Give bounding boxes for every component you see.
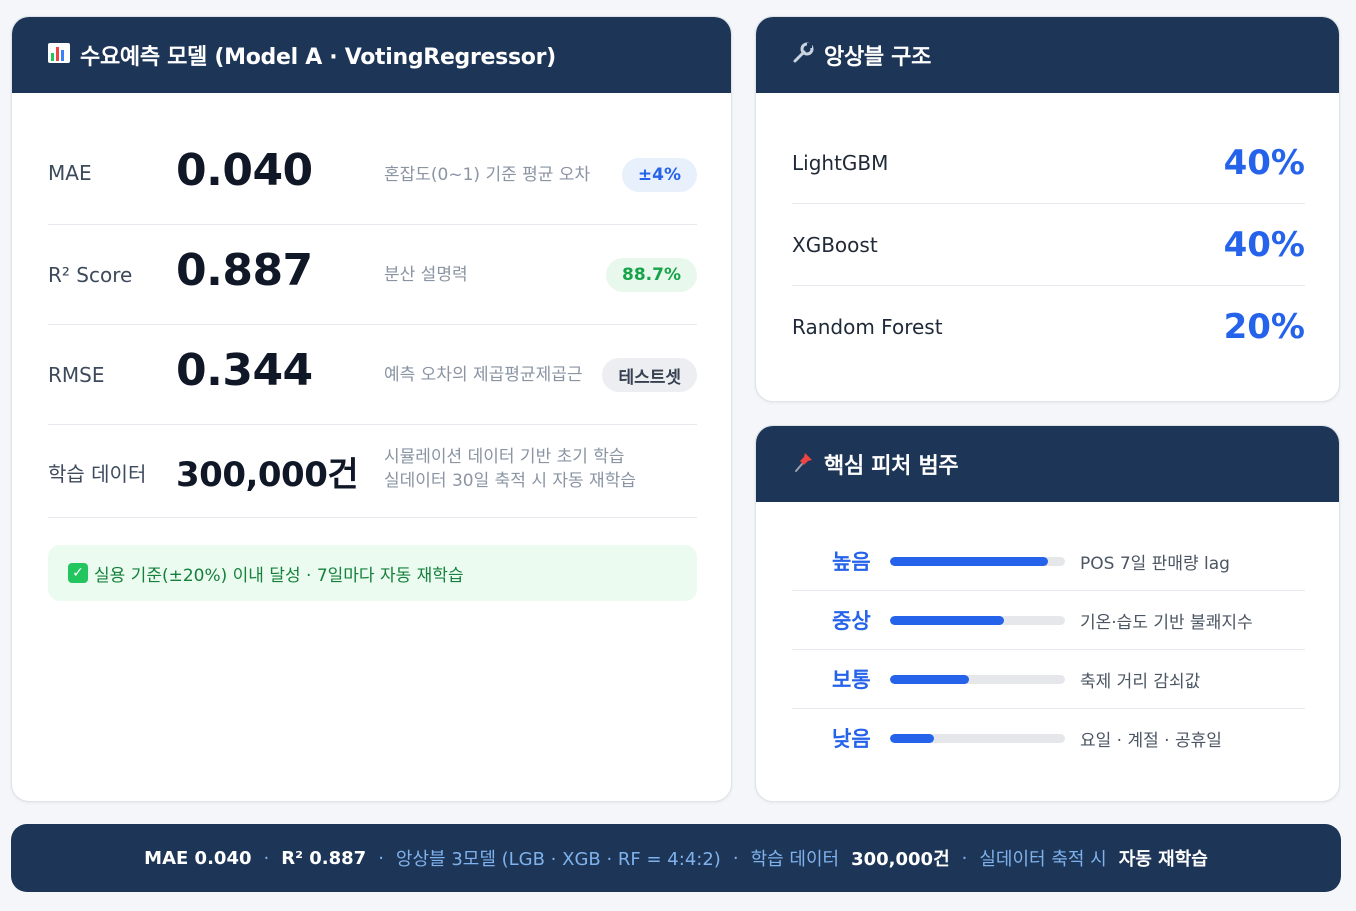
feature-desc: 축제 거리 감쇠값 — [1080, 672, 1201, 692]
pushpin-icon — [792, 451, 816, 478]
metric-desc: 예측 오차의 제곱평균제곱근 — [384, 365, 583, 385]
importance-fill — [890, 616, 1004, 625]
rmse-badge: 테스트셋 — [602, 358, 697, 392]
importance-bar — [890, 734, 1065, 743]
feature-card-title: 핵심 피처 범주 — [824, 454, 959, 479]
feature-desc: 요일 · 계절 · 공휴일 — [1080, 731, 1222, 751]
metric-value: 0.344 — [176, 345, 313, 396]
metric-desc: 혼잡도(0~1) 기준 평균 오차 — [384, 165, 591, 185]
metric-label: 학습 데이터 — [48, 462, 147, 486]
summary-ensemble: 앙상블 3모델 (LGB · XGB · RF = 4:4:2) — [395, 849, 721, 870]
ensemble-model-name: Random Forest — [792, 315, 943, 339]
importance-fill — [890, 675, 969, 684]
ensemble-model-weight: 40% — [1223, 224, 1305, 265]
importance-bar — [890, 616, 1065, 625]
separator-dot: · — [732, 847, 739, 869]
feature-row: 낮음 요일 · 계절 · 공휴일 — [792, 709, 1305, 768]
metric-row-r2: R² Score 0.887 분산 설명력 88.7% — [48, 225, 697, 325]
metric-row-train-data: 학습 데이터 300,000건 시뮬레이션 데이터 기반 초기 학습 실데이터 … — [48, 425, 697, 518]
feature-row: 높음 POS 7일 판매량 lag — [792, 532, 1305, 591]
ensemble-model-name: LightGBM — [792, 150, 889, 175]
importance-fill — [890, 734, 934, 743]
ensemble-model-name: XGBoost — [792, 232, 878, 257]
model-card-title: 수요예측 모델 (Model A · VotingRegressor) — [80, 45, 556, 70]
check-icon: ✓ — [68, 563, 88, 583]
mae-badge: ±4% — [621, 158, 697, 192]
metric-desc-line: 시뮬레이션 데이터 기반 초기 학습 — [384, 447, 625, 467]
summary-bar: MAE 0.040 · R² 0.887 · 앙상블 3모델 (LGB · XG… — [11, 824, 1341, 892]
feature-card-header: 핵심 피처 범주 — [756, 426, 1339, 502]
metric-row-rmse: RMSE 0.344 예측 오차의 제곱평균제곱근 테스트셋 — [48, 325, 697, 425]
success-note: ✓ 실용 기준(±20%) 이내 달성 · 7일마다 자동 재학습 — [48, 545, 697, 601]
model-card-header: 수요예측 모델 (Model A · VotingRegressor) — [12, 17, 731, 93]
metric-value: 0.887 — [176, 245, 313, 296]
summary-r2: R² 0.887 — [281, 847, 367, 869]
metric-label: R² Score — [48, 263, 133, 287]
separator-dot: · — [961, 847, 968, 869]
ensemble-model-weight: 40% — [1223, 142, 1305, 183]
importance-fill — [890, 557, 1048, 566]
metric-desc-line: 실데이터 30일 축적 시 자동 재학습 — [384, 471, 636, 491]
feature-level: 보통 — [832, 668, 871, 692]
feature-row: 보통 축제 거리 감쇠값 — [792, 650, 1305, 709]
summary-train-label: 학습 데이터 — [750, 849, 840, 870]
feature-desc: 기온·습도 기반 불쾌지수 — [1080, 613, 1253, 633]
feature-level: 중상 — [832, 609, 871, 633]
ensemble-card-header: 앙상블 구조 — [756, 17, 1339, 93]
summary-retrain-value: 자동 재학습 — [1118, 849, 1208, 870]
separator-dot: · — [378, 847, 384, 869]
importance-bar — [890, 557, 1065, 566]
feature-card: 핵심 피처 범주 높음 POS 7일 판매량 lag 중상 기온·습도 기반 불… — [755, 425, 1340, 802]
ensemble-row-lightgbm: LightGBM 40% — [792, 122, 1305, 204]
summary-retrain-label: 실데이터 축적 시 — [979, 849, 1107, 870]
ensemble-model-weight: 20% — [1223, 307, 1305, 347]
metric-label: MAE — [48, 161, 92, 185]
ensemble-card: 앙상블 구조 LightGBM 40% XGBoost 40% Random F… — [755, 16, 1340, 402]
metric-row-mae: MAE 0.040 혼잡도(0~1) 기준 평균 오차 ±4% — [48, 121, 697, 225]
metric-value: 0.040 — [176, 145, 313, 196]
metric-value: 300,000건 — [176, 455, 359, 495]
model-card: 수요예측 모델 (Model A · VotingRegressor) MAE … — [11, 16, 732, 802]
importance-bar — [890, 675, 1065, 684]
ensemble-row-xgboost: XGBoost 40% — [792, 204, 1305, 286]
note-text: 실용 기준(±20%) 이내 달성 · 7일마다 자동 재학습 — [94, 565, 464, 586]
bar-chart-icon — [48, 42, 72, 68]
r2-badge: 88.7% — [606, 258, 697, 292]
metric-label: RMSE — [48, 363, 105, 387]
feature-desc: POS 7일 판매량 lag — [1080, 554, 1230, 574]
feature-row: 중상 기온·습도 기반 불쾌지수 — [792, 591, 1305, 650]
separator-dot: · — [263, 847, 270, 869]
wrench-icon — [792, 42, 816, 69]
feature-level: 낮음 — [832, 727, 871, 751]
feature-level: 높음 — [832, 550, 871, 574]
summary-train-value: 300,000건 — [851, 849, 950, 870]
metric-desc: 분산 설명력 — [384, 265, 468, 285]
ensemble-row-random-forest: Random Forest 20% — [792, 286, 1305, 368]
ensemble-card-title: 앙상블 구조 — [824, 45, 932, 70]
metric-desc: 시뮬레이션 데이터 기반 초기 학습 실데이터 30일 축적 시 자동 재학습 — [384, 445, 636, 493]
summary-mae: MAE 0.040 — [144, 847, 252, 869]
